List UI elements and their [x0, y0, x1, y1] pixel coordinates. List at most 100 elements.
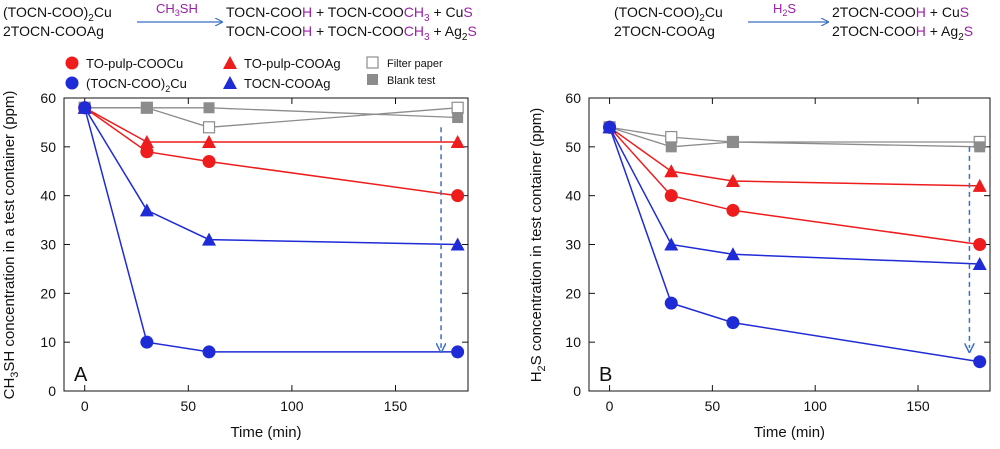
y-tick-label: 50: [40, 139, 56, 155]
y-axis-label: CH3SH concentration in a test container …: [1, 91, 21, 400]
series-line: [609, 126, 980, 187]
legend-label-blank: Blank test: [387, 75, 435, 87]
data-point: [202, 154, 216, 168]
x-tick-label: 0: [606, 398, 614, 414]
data-point: [726, 316, 740, 330]
y-tick-label: 30: [40, 237, 56, 253]
x-tick-label: 50: [181, 398, 197, 414]
data-point: [140, 335, 154, 349]
data-point: [603, 120, 617, 134]
legend-label-tocn-ag: TOCN-COOAg: [244, 76, 330, 91]
data-point: [452, 112, 464, 124]
data-point: [973, 355, 987, 369]
product-line-2: 2TOCN-COOH + Ag2S: [832, 23, 973, 43]
legend-marker-tocn-cu: [65, 76, 79, 90]
data-point: [202, 232, 217, 246]
y-tick-label: 40: [40, 188, 56, 204]
data-point: [665, 141, 677, 153]
series-tocn-coo-2cu: [603, 120, 987, 369]
y-tick-label: 0: [48, 383, 56, 399]
series-to-pulp-coocu: [78, 101, 465, 203]
data-point: [450, 237, 465, 251]
data-point: [665, 130, 678, 144]
legend: TO-pulp-COOCu (TOCN-COO)2Cu TO-pulp-COOA…: [65, 56, 443, 94]
legend-label-filter: Filter paper: [387, 58, 443, 70]
data-point: [664, 296, 678, 310]
series-line: [84, 107, 458, 143]
y-tick-label: 10: [40, 334, 56, 350]
data-point: [664, 237, 679, 251]
legend-marker-to-pulp-ag: [223, 56, 237, 69]
data-point: [139, 134, 154, 148]
series-to-pulp-cooag: [602, 120, 987, 192]
series-line: [609, 126, 980, 143]
y-tick-label: 0: [573, 383, 581, 399]
product-line-1: TOCN-COOH + TOCN-COOCH3 + CuS: [226, 4, 473, 24]
y-tick-label: 60: [40, 90, 56, 106]
legend-label-to-pulp-ag: TO-pulp-COOAg: [244, 56, 341, 71]
data-point: [726, 203, 740, 217]
series-line: [608, 126, 980, 265]
y-tick-label: 40: [565, 188, 581, 204]
data-point: [78, 101, 92, 115]
legend-marker-tocn-ag: [223, 76, 237, 89]
x-tick-label: 100: [280, 398, 304, 414]
data-point: [664, 189, 678, 203]
product-line-2: TOCN-COOH + TOCN-COOCH3 + Ag2S: [226, 23, 477, 43]
series-blank-test: [604, 121, 986, 153]
data-point: [451, 189, 465, 203]
data-point: [727, 136, 739, 148]
series-line: [609, 126, 980, 148]
series-blank-test: [79, 102, 464, 124]
data-point: [725, 247, 740, 261]
series-tocn-coo-2cu: [78, 101, 465, 359]
data-point: [451, 345, 465, 359]
data-point: [203, 102, 215, 114]
data-point: [202, 345, 216, 359]
y-tick-label: 30: [565, 237, 581, 253]
series-line: [84, 107, 458, 246]
series-filter-paper: [78, 101, 464, 134]
legend-label-to-pulp-cu: TO-pulp-COOCu: [86, 56, 183, 71]
x-axis-label: Time (min): [230, 424, 301, 441]
y-tick-label: 20: [40, 285, 56, 301]
data-point: [451, 101, 464, 114]
reactant-line-1: (TOCN-COO)2Cu: [614, 4, 723, 24]
data-point: [664, 164, 679, 178]
series-tocn-cooag: [77, 100, 465, 251]
chart-panel-a: 0 50 100 150 0 10 20 30 40 50 60 Time (min) CH3SH co…: [1, 90, 469, 441]
legend-marker-blank: [367, 74, 378, 85]
data-point: [973, 238, 987, 251]
data-point: [139, 203, 154, 217]
x-tick-label: 0: [81, 398, 89, 414]
data-point: [140, 145, 154, 159]
y-tick-label: 50: [565, 139, 581, 155]
product-line-1: 2TOCN-COOH + CuS: [832, 4, 969, 20]
data-point: [972, 178, 987, 192]
series-line: [608, 127, 980, 363]
y-tick-label: 20: [565, 285, 581, 301]
reactant-line-2: 2TOCN-COOAg: [614, 23, 715, 39]
series-to-pulp-coocu: [603, 120, 987, 251]
series-line: [84, 107, 458, 119]
y-tick-label: 10: [565, 334, 581, 350]
x-axis-label: Time (min): [754, 424, 825, 441]
panel-label: A: [74, 364, 88, 386]
legend-marker-to-pulp-cu: [65, 56, 79, 70]
y-axis-label: H2S concentration in test container (ppm…: [528, 108, 548, 383]
reactant-line-1: (TOCN-COO)2Cu: [3, 4, 112, 24]
legend-label-tocn-cu: (TOCN-COO)2Cu: [86, 76, 187, 94]
chart-panel-b: 0 50 100 150 0 10 20 30 40 50 60 Time (min) H2S conc…: [528, 90, 991, 441]
series-line: [609, 126, 980, 246]
data-point: [141, 102, 153, 114]
x-tick-label: 150: [384, 398, 408, 414]
data-point: [725, 174, 740, 188]
data-point: [202, 134, 217, 148]
y-tick-label: 60: [565, 90, 581, 106]
reagent-label: H2S: [773, 1, 796, 18]
panel-label: B: [599, 364, 612, 386]
x-tick-label: 50: [705, 398, 721, 414]
series-line: [84, 107, 458, 197]
reaction-scheme-right: (TOCN-COO)2Cu 2TOCN-COOAg H2S 2TOCN-COOH…: [614, 1, 973, 43]
